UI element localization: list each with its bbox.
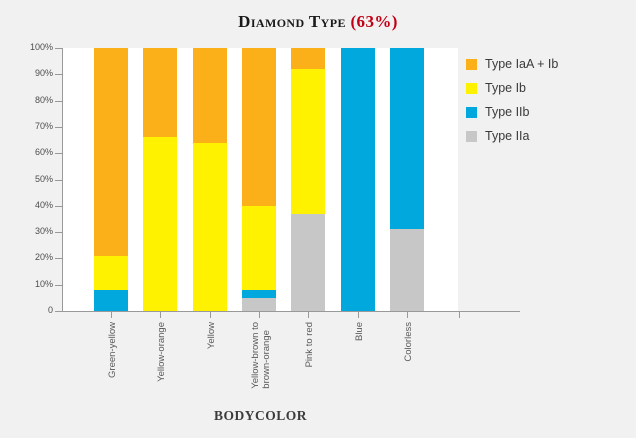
bar-segment[interactable] bbox=[291, 213, 326, 311]
y-axis-tick-label: 40% bbox=[34, 199, 53, 210]
bar-segment[interactable] bbox=[242, 205, 277, 290]
legend-item[interactable]: Type IIb bbox=[466, 100, 626, 124]
y-axis-tick bbox=[55, 258, 62, 260]
x-axis-title: BODYCOLOR bbox=[213, 408, 307, 423]
legend-swatch-icon bbox=[466, 82, 477, 94]
bar-stack[interactable] bbox=[291, 48, 326, 311]
y-axis-tick bbox=[55, 74, 62, 76]
bar-segment[interactable] bbox=[291, 48, 326, 70]
x-axis-tick-label: Pink to red bbox=[304, 322, 315, 367]
bar-stack[interactable] bbox=[390, 48, 425, 311]
y-axis-tick bbox=[55, 311, 62, 312]
x-axis-tick bbox=[308, 312, 310, 318]
x-axis-label-line: Green-yellow bbox=[106, 322, 118, 378]
x-axis-tick bbox=[407, 312, 409, 318]
y-axis-tick-label: 100% bbox=[29, 42, 53, 52]
legend-item[interactable]: Type Ib bbox=[466, 76, 626, 100]
y-axis-tick bbox=[55, 153, 62, 155]
y-axis-tick-label: 80% bbox=[34, 94, 53, 105]
legend-swatch-icon bbox=[466, 130, 477, 142]
bar-group bbox=[63, 48, 458, 311]
x-axis-line bbox=[62, 311, 520, 312]
bar-segment[interactable] bbox=[192, 48, 227, 143]
y-axis-tick bbox=[55, 48, 62, 49]
x-axis-label-line: Colorless bbox=[403, 322, 415, 362]
y-axis-tick-label: 90% bbox=[34, 68, 53, 79]
x-axis-tick bbox=[357, 312, 359, 318]
bar-segment[interactable] bbox=[242, 48, 277, 206]
y-axis-tick bbox=[55, 126, 62, 128]
bar-segment[interactable] bbox=[93, 48, 128, 256]
y-axis-tick bbox=[55, 205, 62, 207]
y-axis-tick bbox=[55, 232, 62, 234]
bar-segment[interactable] bbox=[192, 142, 227, 311]
chart-title: Diamond Type (63%) bbox=[0, 12, 636, 32]
legend-item[interactable]: Type IIa bbox=[466, 124, 626, 148]
y-axis-labels: 0 10% 20% 30% 40% 50% 60% 70% 80% 90% 100% bbox=[0, 0, 53, 438]
y-axis-tick bbox=[55, 100, 62, 102]
y-axis-line bbox=[62, 48, 63, 312]
bar-segment[interactable] bbox=[242, 297, 277, 311]
legend-label: Type IIa bbox=[485, 129, 530, 143]
x-axis-label-line: brown-orange bbox=[261, 330, 273, 389]
bar-segment[interactable] bbox=[93, 289, 128, 311]
bar-segment[interactable] bbox=[143, 48, 178, 138]
x-axis-tick bbox=[110, 312, 112, 318]
x-axis-label-line: Blue bbox=[353, 322, 365, 342]
x-axis-tick-label: Blue bbox=[354, 322, 365, 341]
y-axis-tick-label: 50% bbox=[34, 173, 53, 184]
x-axis-tick-label: Yellow-brown to brown-orange bbox=[250, 322, 272, 389]
legend-label: Type IIb bbox=[485, 105, 530, 119]
y-axis-tick bbox=[55, 284, 62, 286]
x-axis-tick bbox=[259, 312, 261, 318]
chart-title-percent: (63%) bbox=[350, 12, 398, 31]
x-axis-tick bbox=[160, 312, 162, 318]
chart-title-text: Diamond Type bbox=[238, 12, 346, 31]
legend-item[interactable]: Type IaA + Ib bbox=[466, 52, 626, 76]
x-axis-label-line: Yellow-brown to bbox=[250, 322, 262, 389]
bar-stack[interactable] bbox=[93, 48, 128, 311]
bar-segment[interactable] bbox=[340, 48, 375, 311]
legend-swatch-icon bbox=[466, 58, 477, 70]
y-axis-tick-label: 60% bbox=[34, 147, 53, 158]
x-axis-tick bbox=[209, 312, 211, 318]
x-axis-tick-label: Yellow bbox=[206, 322, 217, 349]
bar-segment[interactable] bbox=[390, 48, 425, 230]
bar-segment[interactable] bbox=[242, 289, 277, 298]
legend-label: Type Ib bbox=[485, 81, 526, 95]
y-axis-tick-label: 70% bbox=[34, 120, 53, 131]
y-axis-tick-label: 10% bbox=[34, 278, 53, 289]
x-axis-tick-label: Yellow-orange bbox=[156, 322, 167, 382]
bar-stack[interactable] bbox=[192, 48, 227, 311]
x-axis-tick-label: Green-yellow bbox=[107, 322, 118, 378]
chart-legend: Type IaA + Ib Type Ib Type IIb Type IIa bbox=[466, 52, 626, 148]
bar-stack[interactable] bbox=[340, 48, 375, 311]
x-axis-tick-label: Colorless bbox=[403, 322, 414, 362]
bar-segment[interactable] bbox=[291, 69, 326, 214]
bar-segment[interactable] bbox=[93, 255, 128, 290]
y-axis-tick-label: 0 bbox=[47, 305, 53, 315]
y-axis-tick-label: 20% bbox=[34, 252, 53, 263]
x-axis-tick bbox=[458, 312, 460, 318]
legend-label: Type IaA + Ib bbox=[485, 57, 559, 71]
x-axis-label-line: Yellow bbox=[205, 322, 217, 350]
bar-segment[interactable] bbox=[143, 137, 178, 311]
bar-stack[interactable] bbox=[143, 48, 178, 311]
legend-swatch-icon bbox=[466, 106, 477, 118]
x-axis-label-line: Yellow-orange bbox=[156, 322, 168, 382]
bar-stack[interactable] bbox=[242, 48, 277, 311]
x-axis-label-line: Pink to red bbox=[304, 322, 316, 368]
y-axis-tick-label: 30% bbox=[34, 226, 53, 237]
bar-segment[interactable] bbox=[390, 229, 425, 311]
y-axis-tick bbox=[55, 179, 62, 181]
